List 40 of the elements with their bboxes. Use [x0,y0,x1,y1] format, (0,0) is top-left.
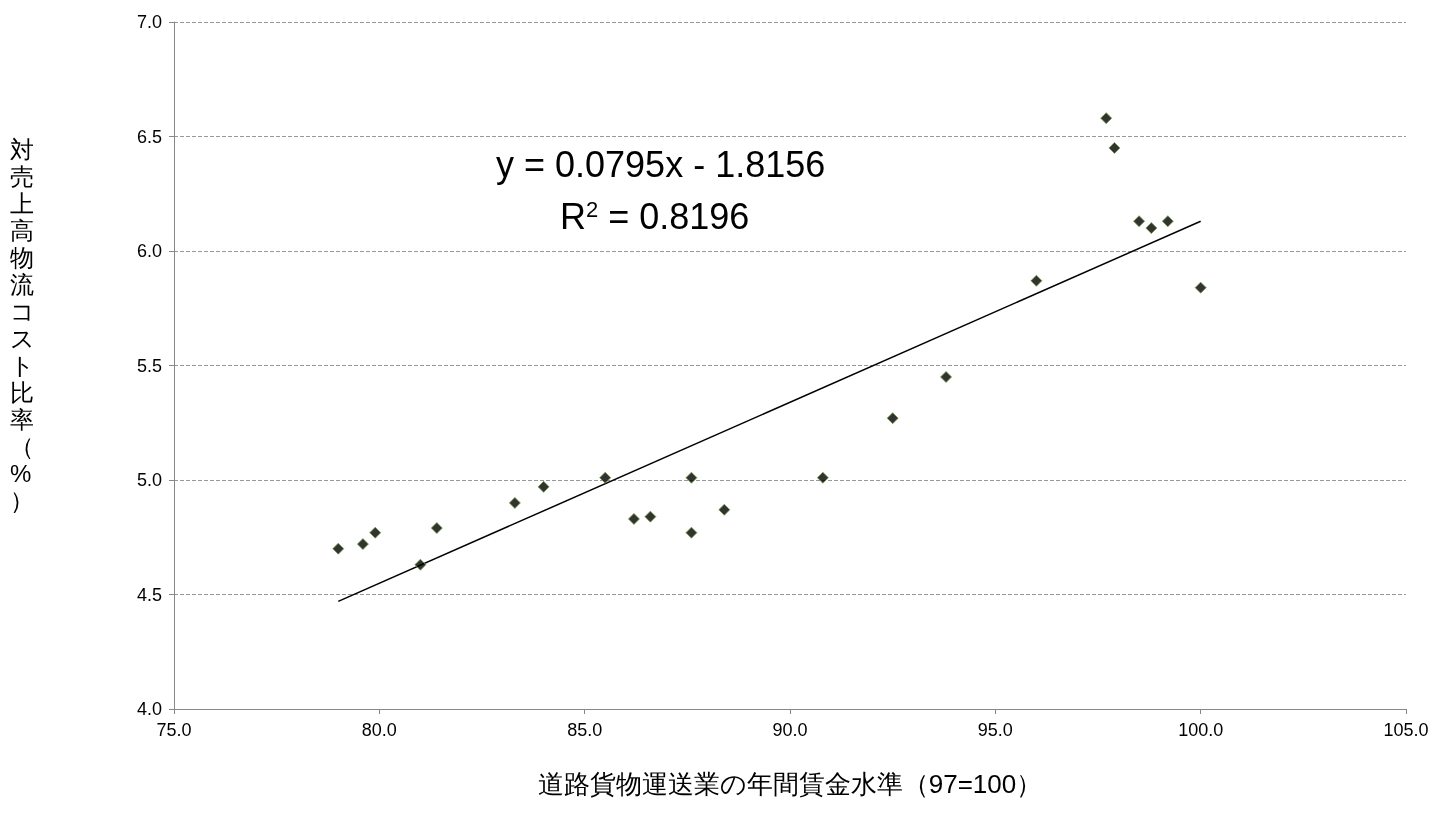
point [816,471,829,484]
point [685,526,698,539]
x-tick-label: 85.0 [567,720,603,740]
text: 対売上高物流コスト比率（%） [10,136,35,514]
y-tick-label: 6.5 [136,126,162,147]
point [1145,222,1158,235]
point [1133,215,1146,228]
x-tick-label: 95.0 [977,720,1013,740]
point [537,480,550,493]
y-tick-label: 6.0 [136,241,162,261]
point [627,512,640,525]
point [1108,141,1121,154]
y-tick-label: 5.5 [136,355,162,376]
annotation: y = 0.0795x - 1.8156 [496,143,826,185]
point [356,538,369,551]
y-tick-label: 5.0 [136,470,162,490]
y-tick-label: 4.5 [136,584,162,605]
point [1194,281,1207,294]
y-tick-label: 4.0 [136,699,162,719]
point [940,370,953,383]
point [718,503,731,516]
point [1030,274,1043,287]
point [332,542,345,555]
point [599,471,612,484]
x-tick-label: 80.0 [361,720,397,740]
x-axis-title: 道路貨物運送業の年間賃金水準（97=100） [537,769,1043,799]
x-tick-label: 75.0 [156,720,192,740]
x-tick-label: 100.0 [1178,720,1224,740]
x-tick-label: 105.0 [1383,720,1429,740]
y-tick-label: 7.0 [136,12,162,32]
point [886,412,899,425]
point [644,510,657,523]
x-tick-label: 90.0 [772,720,808,740]
point [369,526,382,539]
point [685,471,698,484]
point [508,496,521,509]
point [414,558,427,571]
point [1161,215,1174,228]
point [430,522,443,535]
point [1100,112,1113,125]
